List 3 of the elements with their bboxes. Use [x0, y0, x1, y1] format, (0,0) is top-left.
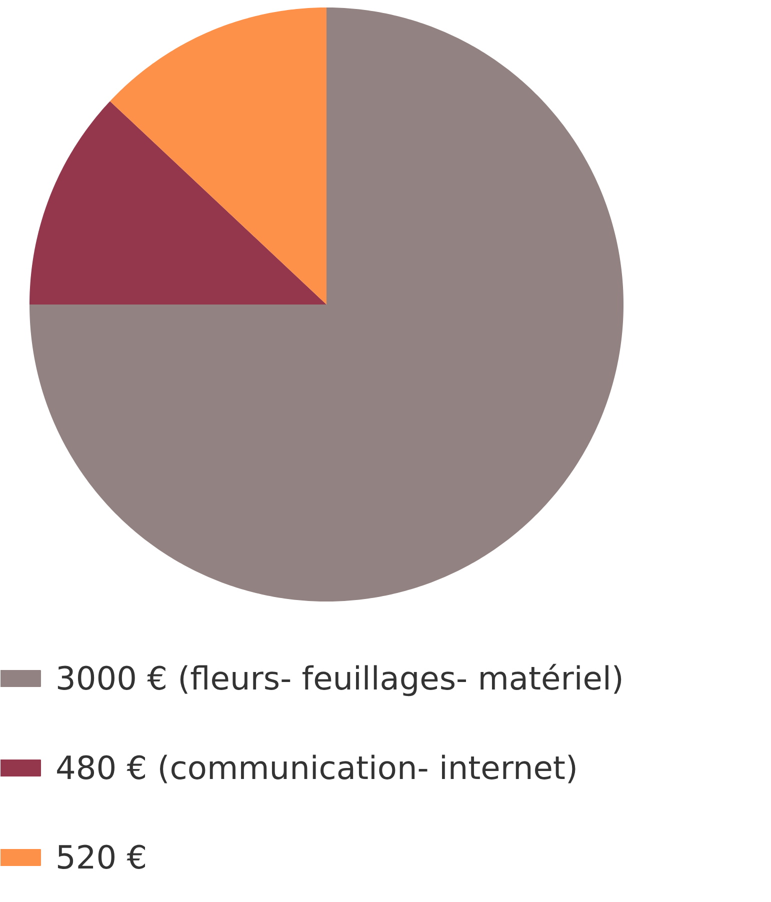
- legend-label: 520 €: [56, 838, 148, 876]
- legend-label: 3000 € (fleurs- feuillages- matériel): [56, 660, 624, 698]
- legend-label: 480 € (communication- internet): [56, 749, 578, 787]
